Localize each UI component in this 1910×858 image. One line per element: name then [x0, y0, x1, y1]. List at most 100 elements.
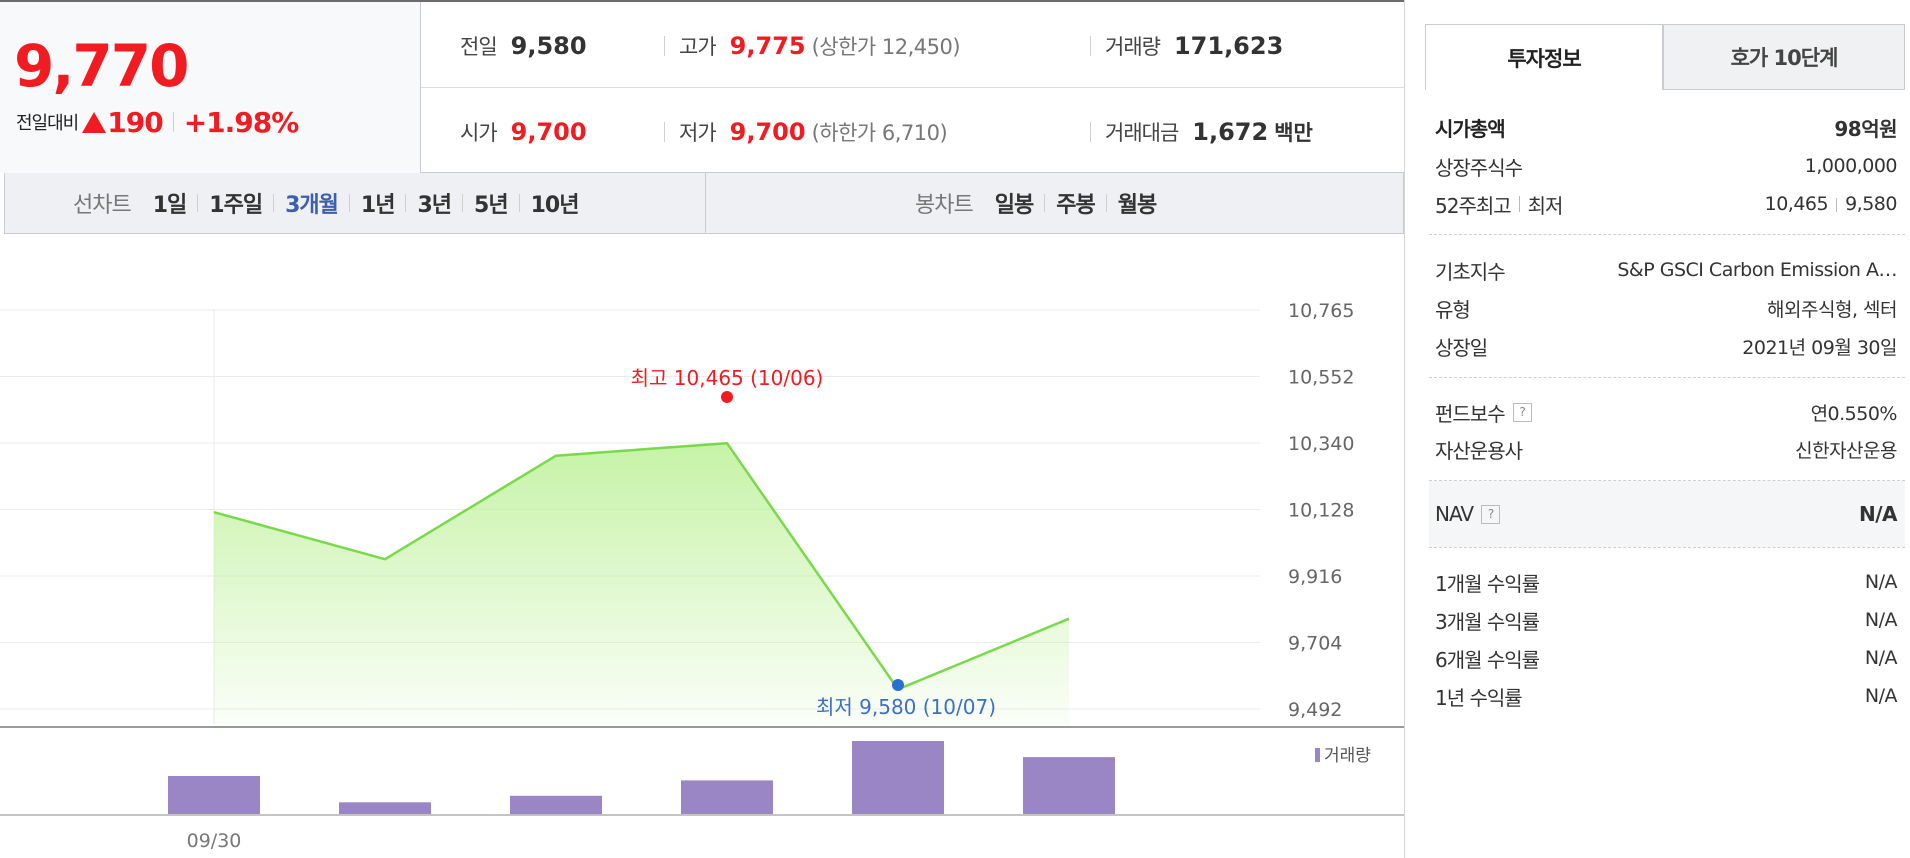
tab-1d[interactable]: 1일: [152, 193, 188, 218]
tab-daily[interactable]: 일봉: [994, 193, 1034, 218]
open-value: 9,700: [510, 118, 587, 146]
prev-close-label: 전일: [460, 35, 498, 59]
market-cap-row: 시가총액 98억원: [1435, 109, 1897, 145]
listed-row: 상장일 2021년 09월 30일: [1435, 328, 1897, 364]
min-marker: [892, 679, 904, 691]
shares-label: 상장주식수: [1435, 155, 1523, 180]
price-box: 9,770 전일대비 190 +1.98%: [0, 2, 421, 173]
tab-10y[interactable]: 10년: [530, 193, 580, 218]
change-label: 전일대비: [16, 113, 79, 134]
return-label: 6개월 수익률: [1435, 647, 1540, 672]
tab-weekly[interactable]: 주봉: [1056, 193, 1095, 218]
change-percent: +1.98%: [183, 105, 300, 139]
divider: [1429, 377, 1905, 378]
divider: [273, 194, 275, 212]
shares-row: 상장주식수 1,000,000: [1435, 148, 1898, 184]
type-value: 해외주식형, 섹터: [1767, 298, 1897, 321]
tab-monthly[interactable]: 월봉: [1117, 193, 1157, 218]
divider: [1518, 196, 1520, 212]
help-icon[interactable]: ?: [1512, 402, 1532, 422]
divider: [1090, 122, 1091, 142]
volume-bar: [852, 741, 944, 814]
divider: [1044, 194, 1046, 212]
volume-bar: [510, 795, 602, 815]
price-area: [214, 443, 1069, 724]
volume-bar: [339, 802, 431, 814]
low-value: 9,700: [729, 118, 806, 146]
index-row: 기초지수 S&P GSCI Carbon Emission A…: [1435, 252, 1897, 288]
price-chart[interactable]: 10,765 10,552 10,340 10,128 9,916 9,704 9,492 최…: [0, 234, 1404, 858]
volume-bar: [168, 776, 260, 814]
prev-close: 전일 9,580: [460, 26, 587, 66]
divider: [405, 194, 407, 212]
type-label: 유형: [1435, 297, 1471, 322]
market-cap-value: 98억원: [1834, 113, 1897, 142]
manager-value: 신한자산운용: [1795, 439, 1897, 462]
return-row: 6개월 수익률 N/A: [1435, 640, 1898, 676]
high-value: 9,775: [729, 32, 806, 60]
divider: [1429, 234, 1905, 235]
row-divider: [421, 87, 1404, 88]
amount-value: 1,672: [1192, 118, 1269, 146]
info-panel: 투자정보 호가 10단계 시가총액 98억원 상장주식수 1,000,000 5…: [1404, 0, 1910, 858]
y-tick-label: 9,492: [1288, 699, 1342, 721]
line-chart-tabs: 선차트 1일 1주일 3개월 1년 3년 5년 10년: [73, 173, 580, 233]
nav-label-text: NAV: [1435, 502, 1474, 526]
info-tabs: 투자정보 호가 10단계: [1425, 24, 1905, 90]
lower-limit: (하한가 6,710): [811, 121, 948, 145]
tab-investment-info[interactable]: 투자정보: [1425, 24, 1663, 90]
quote-header: 9,770 전일대비 190 +1.98% 전일 9,580 고가 9,775 …: [0, 0, 1404, 173]
high-price: 고가 9,775 (상한가 12,450): [679, 26, 961, 66]
max-annotation: 최고 10,465 (10/06): [631, 366, 824, 390]
type-row: 유형 해외주식형, 섹터: [1435, 290, 1897, 326]
change-line: 전일대비 190 +1.98%: [16, 105, 300, 139]
y-tick-label: 10,552: [1288, 367, 1354, 389]
low-label: 저가: [679, 121, 717, 145]
listed-value: 2021년 09월 30일: [1742, 336, 1897, 359]
week52-label: 52주최고 최저: [1435, 190, 1563, 219]
return-value: N/A: [1864, 647, 1898, 669]
fee-label: 펀드보수?: [1435, 398, 1532, 427]
min-annotation: 최저 9,580 (10/07): [816, 695, 996, 719]
return-value: N/A: [1864, 571, 1898, 593]
change-value: 190: [107, 105, 163, 139]
volume-legend-swatch: [1315, 748, 1320, 762]
low-price: 저가 9,700 (하한가 6,710): [679, 112, 948, 152]
volume-bar: [681, 780, 773, 814]
divider: [518, 194, 520, 212]
fee-row: 펀드보수? 연0.550%: [1435, 394, 1898, 430]
divider: [1429, 480, 1905, 481]
y-tick-label: 10,765: [1288, 300, 1354, 322]
tabs-divider: [705, 173, 706, 233]
amount-label: 거래대금: [1105, 121, 1179, 145]
return-label: 1개월 수익률: [1435, 571, 1540, 596]
tab-5y[interactable]: 5년: [474, 193, 509, 218]
tab-orderbook[interactable]: 호가 10단계: [1663, 24, 1905, 90]
tab-3m[interactable]: 3개월: [285, 193, 339, 218]
return-value: N/A: [1864, 685, 1898, 707]
manager-label: 자산운용사: [1435, 438, 1523, 463]
line-chart-title: 선차트: [73, 193, 132, 218]
divider: [1090, 36, 1091, 56]
return-row: 3개월 수익률 N/A: [1435, 602, 1898, 638]
help-icon[interactable]: ?: [1481, 504, 1501, 524]
tab-1w[interactable]: 1주일: [209, 193, 263, 218]
open-price: 시가 9,700: [460, 112, 587, 152]
week52-low: 9,580: [1845, 193, 1897, 215]
y-tick-label: 9,704: [1288, 633, 1342, 655]
current-price: 9,770: [14, 32, 189, 100]
tab-3y[interactable]: 3년: [417, 193, 452, 218]
candle-chart-title: 봉차트: [915, 193, 974, 218]
candle-chart-tabs: 봉차트 일봉 주봉 월봉: [915, 173, 1157, 233]
upper-limit: (상한가 12,450): [811, 35, 961, 59]
week52-high-label: 52주최고: [1435, 193, 1512, 218]
divider: [172, 112, 174, 132]
return-label: 1년 수익률: [1435, 685, 1523, 710]
market-cap-label: 시가총액: [1435, 116, 1506, 141]
high-label: 고가: [679, 35, 717, 59]
left-area: 9,770 전일대비 190 +1.98% 전일 9,580 고가 9,775 …: [0, 0, 1404, 858]
nav-label: NAV?: [1435, 502, 1501, 526]
tab-1y[interactable]: 1년: [360, 193, 396, 218]
y-tick-label: 10,340: [1288, 433, 1354, 455]
divider: [462, 194, 464, 212]
